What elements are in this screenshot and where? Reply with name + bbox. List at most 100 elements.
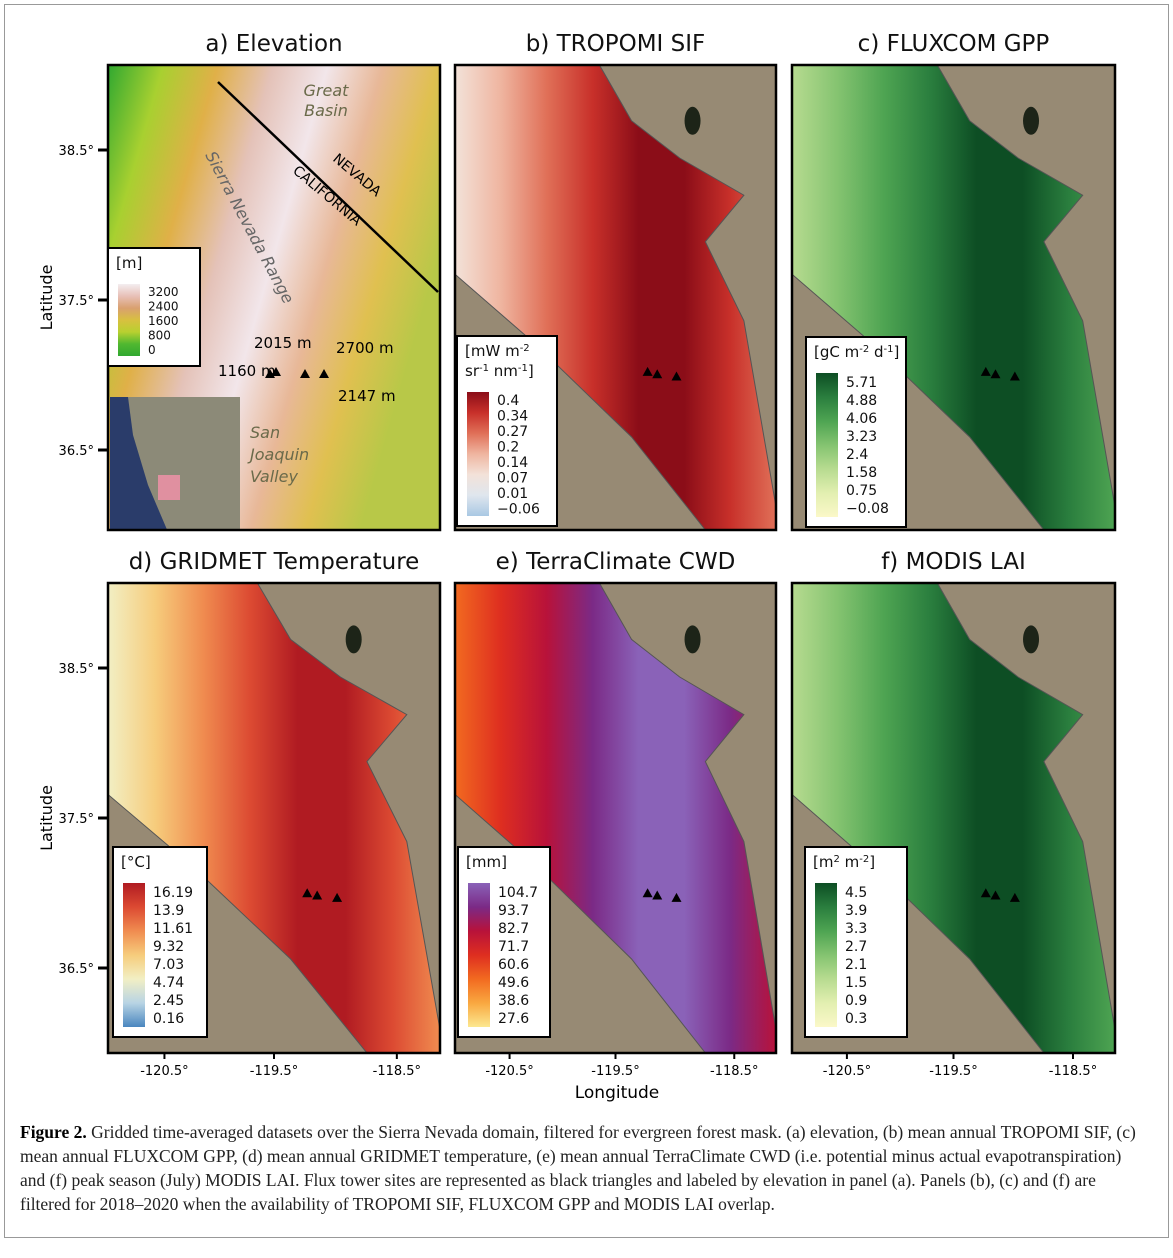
legend-tick-label: 4.74 <box>153 975 184 991</box>
legend-title-sup: -2 <box>859 344 869 355</box>
legend-title-part: nm <box>489 362 518 380</box>
legend-title-sup: -2 <box>520 343 530 354</box>
legend-title-part: ] <box>869 853 875 871</box>
legend-tick-label: 1.5 <box>845 975 867 991</box>
y-tick-label: 37.5° <box>59 812 94 827</box>
legend-tick-label: 0.14 <box>497 455 528 471</box>
legend-title-sup: -2 <box>859 854 869 865</box>
x-axis-label: Longitude <box>575 1083 660 1103</box>
panel-title: f) MODIS LAI <box>881 549 1026 575</box>
legend-title-sup: -1 <box>518 363 528 374</box>
region-label: Basin <box>304 101 348 120</box>
panel-title: d) GRIDMET Temperature <box>129 549 420 575</box>
page: a) Elevation[m]3200240016008000Latitude3… <box>0 0 1173 1258</box>
legend-tick-label: 0.2 <box>497 439 519 455</box>
legend-tick-label: −0.06 <box>497 501 540 517</box>
lake <box>685 107 701 135</box>
x-tick-label: -120.5° <box>485 1064 533 1079</box>
legend-tick-label: 60.6 <box>498 957 529 973</box>
legend-title-part: ] <box>894 343 900 361</box>
legend-tick-label: 0.4 <box>497 393 519 409</box>
legend-tick-label: 3200 <box>148 285 179 299</box>
caption: Figure 2. Gridded time-averaged datasets… <box>20 1120 1150 1216</box>
legend-tick-label: 1600 <box>148 314 179 328</box>
legend-tick-label: 2.4 <box>846 447 868 463</box>
legend-tick-label: 0.27 <box>497 424 528 440</box>
legend-tick-label: 11.61 <box>153 921 193 937</box>
panel-title: e) TerraClimate CWD <box>496 549 736 575</box>
x-tick-label: -120.5° <box>823 1064 871 1079</box>
legend-tick-label: 16.19 <box>153 885 193 901</box>
legend-tick-label: 4.06 <box>846 411 877 427</box>
legend-tick-label: 5.71 <box>846 375 877 391</box>
legend-tick-label: 0.07 <box>497 470 528 486</box>
x-tick-label: -120.5° <box>140 1064 188 1079</box>
legend-tick-label: 0.3 <box>845 1011 867 1027</box>
colorbar <box>118 284 140 356</box>
legend-title-part: [mW m <box>465 342 520 360</box>
legend-title-sup: -1 <box>479 363 489 374</box>
legend-tick-label: 0 <box>148 343 156 357</box>
legend-tick-label: 4.88 <box>846 393 877 409</box>
lake <box>1023 625 1039 653</box>
y-tick-label: 37.5° <box>59 294 94 309</box>
legend-tick-label: 2.1 <box>845 957 867 973</box>
legend-tick-label: 13.9 <box>153 903 184 919</box>
x-tick-label: -118.5° <box>373 1064 421 1079</box>
region-label: Great <box>304 81 350 100</box>
legend-tick-label: 2400 <box>148 300 179 314</box>
x-tick-label: -119.5° <box>929 1064 977 1079</box>
legend-title: [m] <box>116 254 142 272</box>
y-tick-label: 36.5° <box>59 962 94 977</box>
legend-title-part: sr <box>465 362 480 380</box>
legend-title: [°C] <box>121 853 151 871</box>
colorbar <box>815 883 837 1027</box>
panel-title: c) FLUXCOM GPP <box>858 31 1050 57</box>
legend-tick-label: 0.75 <box>846 483 877 499</box>
y-axis-label: Latitude <box>37 785 56 851</box>
legend-title-part: [m] <box>116 254 142 272</box>
legend-tick-label: 2.45 <box>153 993 184 1009</box>
colorbar <box>123 883 145 1027</box>
legend-tick-label: 38.6 <box>498 993 529 1009</box>
legend-tick-label: 1.58 <box>846 465 877 481</box>
legend-tick-label: 49.6 <box>498 975 529 991</box>
lake <box>346 625 362 653</box>
legend-tick-label: 93.7 <box>498 903 529 919</box>
site-label: 2015 m <box>254 334 312 352</box>
legend-tick-label: 2.7 <box>845 939 867 955</box>
caption-label: Figure 2. <box>20 1122 87 1142</box>
legend-tick-label: 7.03 <box>153 957 184 973</box>
colorbar <box>816 373 838 517</box>
y-tick-label: 38.5° <box>59 144 94 159</box>
legend-tick-label: −0.08 <box>846 501 889 517</box>
legend-tick-label: 104.7 <box>498 885 538 901</box>
legend-tick-label: 0.9 <box>845 993 867 1009</box>
lake <box>1023 107 1039 135</box>
site-label: 2147 m <box>338 387 396 405</box>
x-tick-label: -118.5° <box>710 1064 758 1079</box>
legend-tick-label: 3.3 <box>845 921 867 937</box>
y-tick-label: 36.5° <box>59 444 94 459</box>
legend-tick-label: 3.23 <box>846 429 877 445</box>
legend-tick-label: 0.34 <box>497 408 528 424</box>
y-axis-label: Latitude <box>37 265 56 331</box>
site-label: 2700 m <box>336 339 394 357</box>
legend-tick-label: 9.32 <box>153 939 184 955</box>
colorbar <box>467 392 489 516</box>
x-tick-label: -119.5° <box>591 1064 639 1079</box>
legend-tick-label: 4.5 <box>845 885 867 901</box>
legend-title-part: d <box>869 343 883 361</box>
caption-text: Gridded time-averaged datasets over the … <box>20 1122 1136 1214</box>
legend-title-part: [gC m <box>814 343 859 361</box>
legend-tick-label: 800 <box>148 328 171 342</box>
lake <box>685 625 701 653</box>
region-label: Valley <box>250 467 298 486</box>
legend-tick-label: 0.16 <box>153 1011 184 1027</box>
legend-tick-label: 27.6 <box>498 1011 529 1027</box>
inset-domain <box>158 475 180 500</box>
legend-title-part: [m <box>813 853 833 871</box>
colorbar <box>468 883 490 1027</box>
region-label: Joaquin <box>247 445 309 464</box>
legend-tick-label: 3.9 <box>845 903 867 919</box>
